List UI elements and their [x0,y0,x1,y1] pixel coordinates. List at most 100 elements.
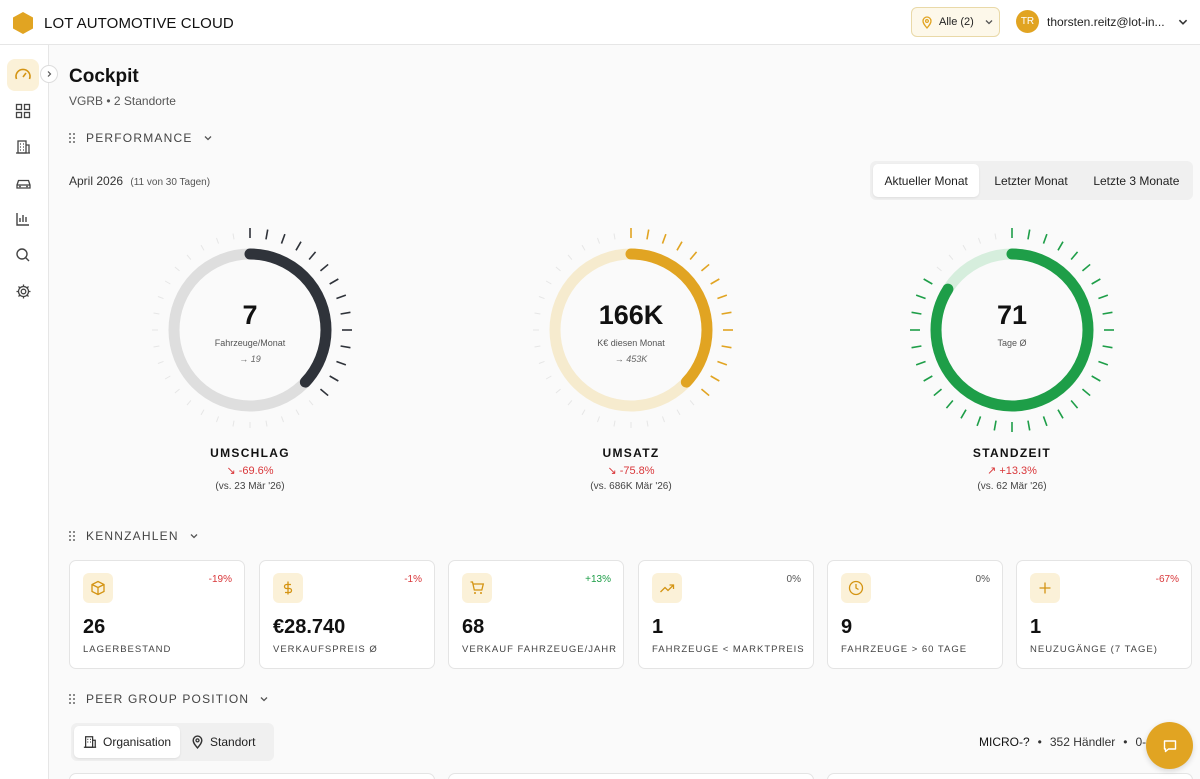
gauge-tick [200,409,205,416]
gauge-tick [1102,345,1113,349]
gauge-tick [978,237,982,244]
section-title-kennzahlen: KENNZAHLEN [86,529,179,543]
gauge-tick [280,416,284,423]
sidebar-item-dashboard[interactable] [7,95,39,127]
gauge-tick [555,388,561,394]
section-header-performance[interactable]: PERFORMANCE [68,131,213,145]
gauge-value-arc [930,248,1094,412]
gauge-tick [538,296,545,300]
kpi-label: FAHRZEUGE > 60 TAGE [841,644,968,655]
gauge-tick [581,409,586,416]
gear-icon [16,284,30,298]
gauge-value-arc [549,248,713,412]
gauge-tick [186,254,192,260]
sidebar-item-settings[interactable] [7,275,39,307]
gauge-tick [295,241,302,251]
gauge-tick [911,311,922,315]
speedometer-icon [15,68,31,80]
gauge-unit: Fahrzeuge/Monat [214,338,286,348]
gauge-value: 71 [996,300,1028,330]
tab-organisation[interactable]: Organisation [74,726,181,758]
gauge-tick [717,360,728,366]
chat-button[interactable] [1146,722,1193,769]
gauge-tick [581,244,586,251]
gauge-tick [976,416,982,427]
gauge-tick [329,278,339,285]
kpi-card-verkaufspreis[interactable]: -1% €28.740 VERKAUFSPREIS Ø [259,560,435,669]
gauge-tick [710,375,720,382]
drag-handle-icon[interactable] [68,693,76,705]
kpi-value: 26 [83,616,106,638]
tab-last-3-months[interactable]: Letzte 3 Monate [1093,173,1180,188]
chevron-down-icon [985,20,993,25]
clock-icon [841,573,871,603]
tab-current-month[interactable]: Aktueller Monat [873,164,980,197]
gauge-tick [157,360,164,364]
period-info: April 2026 (11 von 30 Tagen) [69,174,210,188]
gauge-tick [646,420,649,427]
sidebar-item-locations[interactable] [7,131,39,163]
gauge-previous: → 453K [614,354,648,364]
gauge-delta: ↗ +13.3% [987,465,1037,477]
gauge-tick [923,375,933,382]
kpi-card-lagerbestand[interactable]: -19% 26 LAGERBESTAND [69,560,245,669]
bar-chart-icon [16,213,29,226]
map-pin-icon [192,735,203,749]
kpi-card-unter-marktpreis[interactable]: 0% 1 FAHRZEUGE < MARKTPREIS [638,560,814,669]
gauge-tick [1027,420,1031,431]
gauge-tick [232,420,235,427]
tab-last-month[interactable]: Letzter Monat [994,173,1068,188]
sidebar-expand-button[interactable] [40,65,58,83]
kpi-delta: 0% [975,574,990,585]
kpi-label: FAHRZEUGE < MARKTPREIS [652,644,805,655]
gauge-tick [534,312,541,315]
gauge-tick [721,345,732,349]
kpi-card-verkauf-jahr[interactable]: +13% 68 VERKAUF FAHRZEUGE/JAHR [448,560,624,669]
kpi-value: 68 [462,616,485,638]
gauge-tick [1057,241,1064,251]
peer-tabs: Organisation Standort [71,723,274,761]
gauge-tick [676,409,681,416]
kpi-value: €28.740 [273,616,346,638]
location-filter-button[interactable]: Alle (2) [911,7,1000,37]
gauge-tick [216,416,220,423]
kpi-card-ueber-60-tage[interactable]: 0% 9 FAHRZEUGE > 60 TAGE [827,560,1003,669]
gauge-tick [933,388,943,397]
period-label: April 2026 [69,174,124,188]
sidebar-item-vehicles[interactable] [7,167,39,199]
gauge-tick [319,388,329,397]
gauge-tick [164,375,171,380]
section-header-peer-group[interactable]: PEER GROUP POSITION [68,692,269,706]
gauge-tick [945,399,954,409]
cart-icon [462,573,492,603]
user-menu[interactable]: TR thorsten.reitz@lot-in... [1016,10,1189,33]
gauge-tick [613,233,616,240]
drag-handle-icon[interactable] [68,530,76,542]
brand[interactable]: LOT AUTOMOTIVE CLOUD [12,11,234,35]
gauge-tick [308,400,314,406]
gauge-value: 166K [598,300,664,330]
gauge-tick [948,254,954,260]
gauge-tick [1102,311,1113,315]
kpi-card-neuzugaenge[interactable]: -67% 1 NEUZUGÄNGE (7 TAGE) [1016,560,1192,669]
drag-handle-icon[interactable] [68,132,76,144]
chevron-down-icon [204,136,212,141]
gauge-tick [174,266,180,272]
gauge-label: UMSCHLAG [210,446,290,460]
sidebar-item-search[interactable] [7,239,39,271]
section-header-kennzahlen[interactable]: KENNZAHLEN [68,529,199,543]
tab-standort[interactable]: Standort [182,726,264,758]
gauge-tick [661,233,667,244]
sidebar-item-cockpit[interactable] [7,59,39,91]
gauge-tick [1070,251,1079,261]
kpi-label: LAGERBESTAND [83,644,172,655]
kpi-label: NEUZUGÄNGE (7 TAGE) [1030,644,1158,655]
gauge-compare: (vs. 686K Mär '26) [590,481,672,492]
kpi-value: 1 [652,616,664,638]
gauge-tick [1091,375,1101,382]
sidebar-item-analytics[interactable] [7,203,39,235]
chevron-right-icon [47,71,52,77]
gauge-tick [174,388,180,394]
gauge-tick [962,244,967,251]
gauge-tick [265,420,268,427]
